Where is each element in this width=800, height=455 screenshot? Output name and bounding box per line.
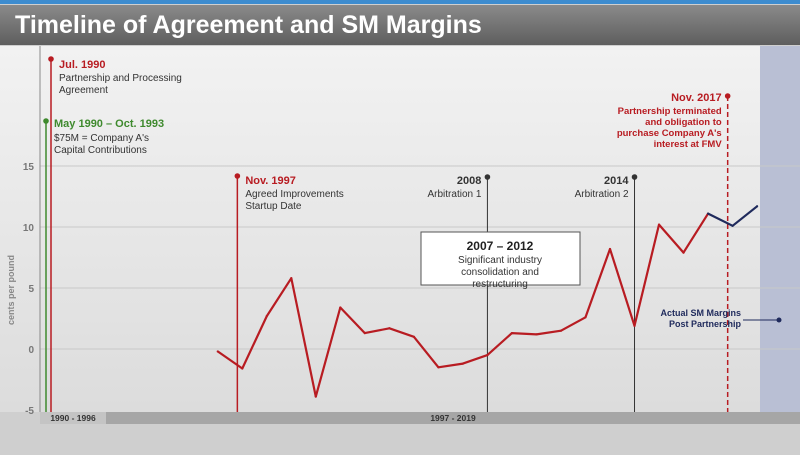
data-point [486, 354, 489, 357]
milestone-date: May 1990 – Oct. 1993 [54, 118, 164, 130]
milestone-dot [724, 93, 731, 99]
period-label-late: 1997 - 2019 [430, 413, 476, 423]
y-tick-label: -5 [25, 406, 34, 417]
milestone-date: Jul. 1990 [59, 59, 105, 71]
slide-title: Timeline of Agreement and SM Margins [15, 11, 482, 39]
milestone-dot [234, 173, 241, 179]
milestone-label: Agreed Improvements Startup Date [245, 189, 343, 212]
period-label-early: 1990 - 1996 [50, 413, 96, 423]
post-partnership-shade [760, 46, 800, 412]
data-point [363, 332, 366, 335]
data-point [657, 223, 661, 226]
milestone-label: Partnership and Processing Agreement [59, 73, 182, 96]
data-point [388, 327, 391, 330]
callout-title: 2007 – 2012 [467, 239, 534, 253]
post-partnership-label: Actual SM Margins Post Partnership [660, 308, 741, 329]
data-point [461, 362, 465, 365]
data-point [412, 335, 415, 338]
y-tick-label: 10 [23, 223, 35, 234]
milestone-dot [631, 174, 638, 180]
y-axis-label: cents per pound [6, 255, 16, 325]
title-bar [0, 5, 800, 45]
data-point [241, 367, 244, 370]
milestone-label: Arbitration 1 [427, 189, 481, 200]
y-tick-label: 5 [28, 284, 34, 295]
callout-box [420, 231, 581, 286]
milestone-label: Arbitration 2 [575, 189, 629, 200]
data-point [339, 306, 342, 309]
data-point [755, 205, 759, 208]
milestone-date: Nov. 2017 [671, 92, 722, 104]
callout-text: Significant industry consolidation and res… [458, 255, 542, 290]
data-point [510, 332, 514, 335]
data-point [559, 329, 563, 332]
milestone-dot [43, 118, 49, 124]
data-point [633, 324, 636, 327]
data-point [216, 350, 219, 353]
data-point [314, 395, 317, 398]
data-point [437, 366, 440, 369]
top-accent-bar [0, 0, 800, 4]
milestone-label: Partnership terminated and obligation to p… [617, 106, 723, 150]
post-partnership-dot [776, 317, 782, 323]
data-point [682, 251, 685, 254]
data-point [265, 314, 268, 318]
milestone-dot [484, 174, 491, 180]
data-point [584, 316, 587, 319]
period-bar [40, 412, 800, 424]
data-point [731, 224, 734, 227]
milestone-label: $75M = Company A's Capital Contributions [54, 133, 149, 156]
data-point [706, 212, 710, 215]
data-point [290, 277, 293, 280]
milestone-dot [48, 56, 54, 62]
y-tick-label: 15 [23, 162, 35, 173]
plot-background [0, 46, 800, 412]
data-point [535, 333, 538, 336]
milestone-date: 2008 [457, 175, 481, 187]
milestone-date: 2014 [604, 175, 629, 187]
y-tick-label: 0 [28, 345, 34, 356]
period-segment-early [40, 412, 106, 424]
milestone-date: Nov. 1997 [245, 175, 296, 187]
data-point [608, 247, 612, 251]
